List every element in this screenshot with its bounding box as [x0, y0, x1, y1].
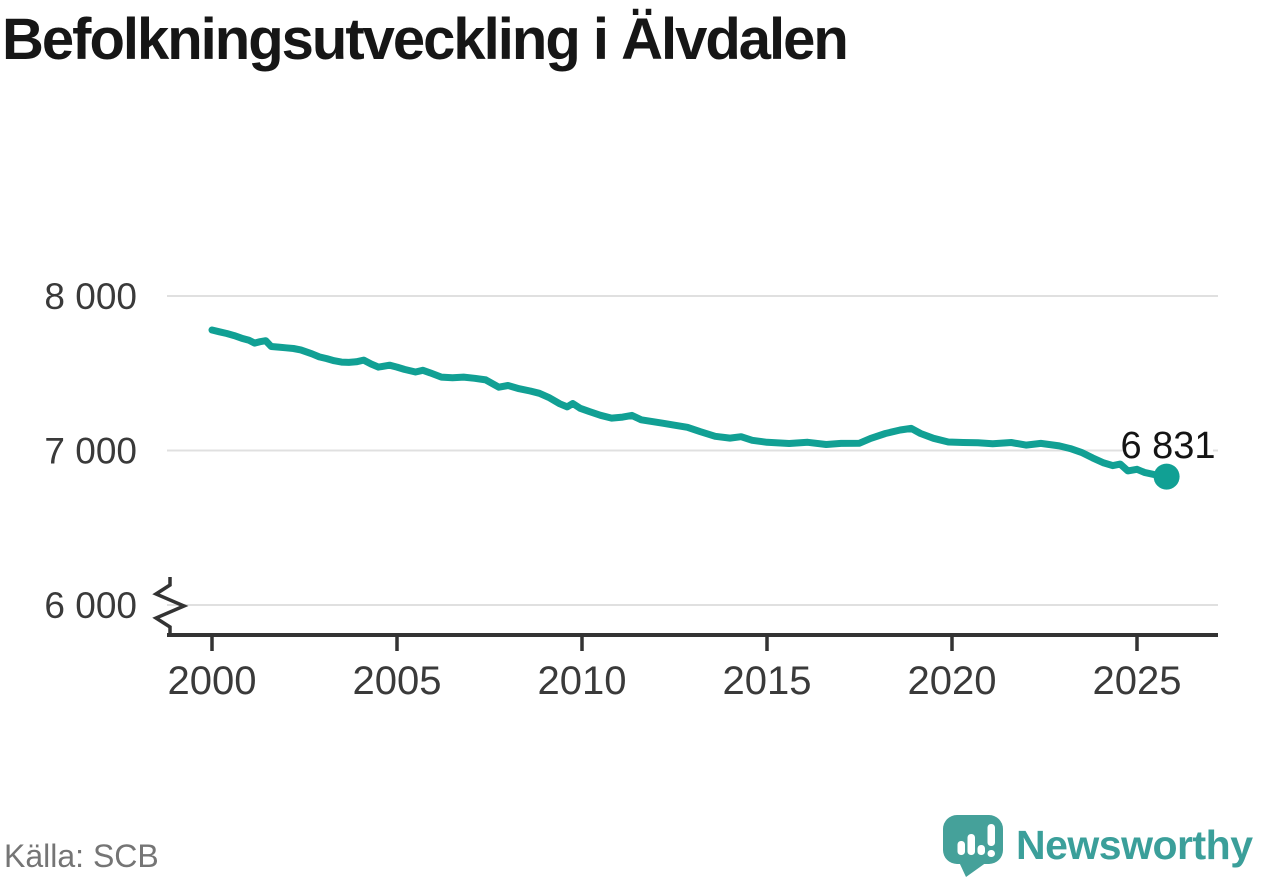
newsworthy-logo-text: Newsworthy: [1016, 822, 1253, 868]
x-tick-label: 2015: [723, 659, 812, 703]
x-tick-label: 2000: [168, 659, 257, 703]
logo-bar-1: [957, 841, 965, 855]
source-label: Källa: SCB: [4, 838, 159, 874]
population-line: [208, 326, 1171, 481]
logo-exclamation-dot: [987, 850, 995, 857]
annotation-layer: 6 831: [1120, 425, 1215, 467]
axis-layer: 2000 2005 2010 2015 2020 2025: [152, 577, 1218, 703]
chart-title: Befolkningsutveckling i Älvdalen: [2, 7, 849, 72]
newsworthy-logo: Newsworthy: [941, 812, 1253, 879]
newsworthy-logo-icon: [943, 815, 1003, 877]
end-point-label: 6 831: [1120, 425, 1215, 467]
logo-exclamation-bar: [987, 824, 995, 846]
x-tick-label: 2025: [1093, 659, 1182, 703]
series-layer: [208, 326, 1180, 490]
logo-bubble-tail: [959, 862, 987, 877]
y-tick-label: 6 000: [44, 585, 137, 626]
logo-bar-2: [967, 834, 975, 855]
y-axis-break-icon: [152, 577, 189, 633]
y-tick-label: 7 000: [44, 431, 137, 472]
gridline-layer: 8 000 7 000 6 000: [44, 276, 1218, 626]
y-tick-label: 8 000: [44, 276, 137, 317]
end-point-label-halo: [1123, 429, 1213, 460]
logo-bar-3: [977, 845, 985, 855]
x-tick-label: 2005: [353, 659, 442, 703]
end-point-dot: [1153, 463, 1180, 490]
x-tick-label: 2020: [908, 659, 997, 703]
annotation-halo-layer: [1123, 429, 1213, 460]
x-tick-label: 2010: [538, 659, 627, 703]
